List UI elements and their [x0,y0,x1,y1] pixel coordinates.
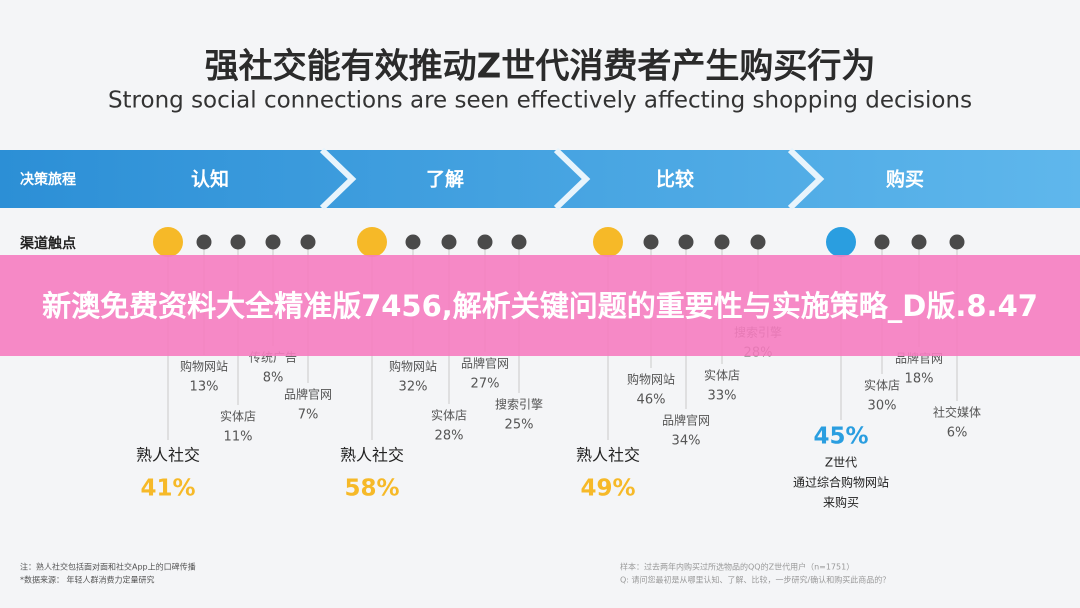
main-value: 58% [344,476,399,502]
main-label: 熟人社交 [136,446,200,465]
dot [911,234,927,250]
item-label: 实体店 [864,378,900,393]
item-value: 27% [471,377,500,392]
main-label: 熟人社交 [340,446,404,465]
chevrons [319,147,825,211]
item-label: 品牌官网 [461,356,509,371]
item-value: 11% [224,430,253,445]
item-value: 18% [905,372,934,387]
footnote: 样本：过去两年内购买过所选物品的QQ的Z世代用户（n=1751） [620,562,854,572]
dot [265,234,281,250]
dot [230,234,246,250]
item-label: 实体店 [431,408,467,423]
dot [750,234,766,250]
dot [441,234,457,250]
item-value: 6% [947,426,968,441]
item-label: 购物网站 [627,372,675,387]
item-value: 30% [868,399,897,414]
main-note: Z世代 [825,456,857,470]
stage: 比较 [656,168,694,191]
footnote: 注：熟人社交包括面对面和社交App上的口碑传播 [20,562,196,572]
stage: 认知 [191,168,229,191]
main-note: 通过综合购物网站 [793,475,889,490]
journey-label: 决策旅程 [20,171,76,188]
item-label: 实体店 [704,368,740,383]
item-label: 实体店 [220,409,256,424]
item-value: 46% [637,393,666,408]
item-value: 32% [399,380,428,395]
subtitle: Strong social connections are seen effec… [108,88,972,114]
journey-bar [0,150,1080,208]
title: 强社交能有效推动Z世代消费者产生购买行为 [205,47,876,87]
item-value: 33% [708,389,737,404]
dot [678,234,694,250]
footnote: Q: 请问您最初是从哪里认知、了解、比较，一步研究/确认和购买此商品的？ [620,575,890,585]
item-label: 搜索引擎 [495,397,543,412]
main-dot [593,227,623,257]
item-label: 购物网站 [180,359,228,374]
item-value: 28% [435,429,464,444]
banner-text: 新澳免费资料大全精准版7456,解析关键问题的重要性与实施策略_D版.8.47 [42,288,1038,323]
dot [300,234,316,250]
main-value: 45% [813,424,868,450]
stage: 购买 [886,168,924,191]
item-value: 13% [190,380,219,395]
item-value: 34% [672,434,701,449]
footnote: *数据来源： 年轻人群消费力定量研究 [20,575,155,585]
item-label: 社交媒体 [933,405,981,420]
dot [874,234,890,250]
item-value: 8% [263,371,284,386]
item-label: 品牌官网 [284,387,332,402]
banner: 新澳免费资料大全精准版7456,解析关键问题的重要性与实施策略_D版.8.47 [0,255,1080,356]
main-value: 49% [580,476,635,502]
stage: 了解 [426,168,464,191]
dot [405,234,421,250]
item-label: 品牌官网 [662,413,710,428]
item-value: 25% [505,418,534,433]
dot [196,234,212,250]
dot [643,234,659,250]
main-value: 41% [140,476,195,502]
main-dot [153,227,183,257]
dot [949,234,965,250]
main-dot [826,227,856,257]
dot [714,234,730,250]
dot [511,234,527,250]
main-dot [357,227,387,257]
main-label: 熟人社交 [576,446,640,465]
main-note: 来购买 [823,495,859,510]
dot [477,234,493,250]
touchpoint-label: 渠道触点 [19,235,76,252]
item-label: 购物网站 [389,359,437,374]
item-value: 7% [298,408,319,423]
